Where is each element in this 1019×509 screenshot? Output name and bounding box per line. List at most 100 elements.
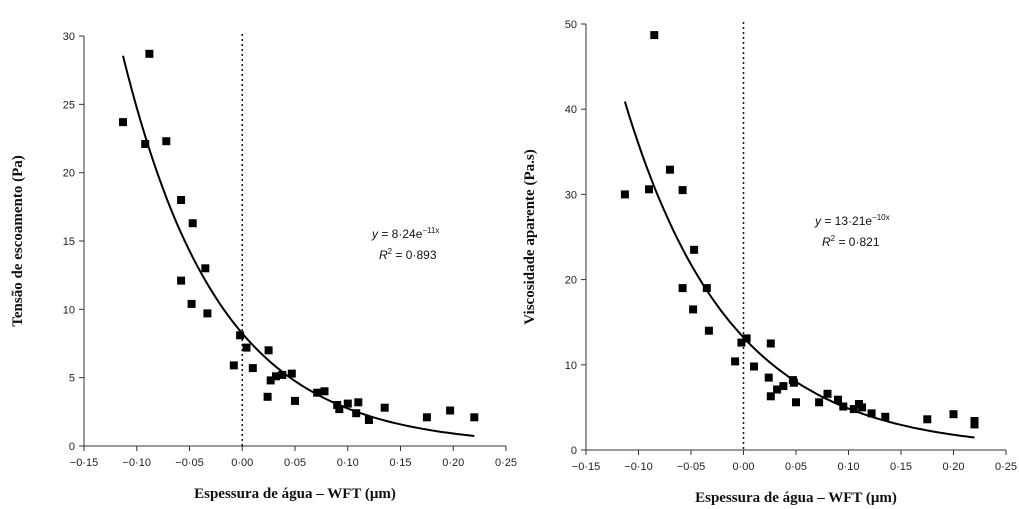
data-point bbox=[333, 401, 342, 409]
data-point bbox=[881, 412, 890, 421]
data-point bbox=[645, 185, 653, 194]
data-point bbox=[702, 284, 711, 293]
y-axis-label: Tensão de escoamento (Pa) bbox=[10, 155, 26, 327]
data-point bbox=[248, 364, 257, 373]
y-tick-label: 40 bbox=[565, 104, 577, 116]
fit-equation: y = 8·24e−11x bbox=[371, 226, 439, 241]
x-tick-label: −0·10 bbox=[123, 457, 151, 469]
data-point bbox=[422, 413, 431, 422]
data-point bbox=[278, 370, 287, 379]
data-point bbox=[266, 376, 275, 385]
x-axis-label: Espessura de água – WFT (μm) bbox=[695, 490, 897, 506]
data-point bbox=[678, 186, 687, 195]
data-point bbox=[242, 343, 251, 352]
data-point bbox=[313, 388, 322, 397]
y-tick-label: 5 bbox=[69, 373, 75, 385]
data-point bbox=[690, 245, 699, 254]
y-tick-label: 0 bbox=[69, 441, 75, 453]
data-point bbox=[380, 403, 389, 412]
data-point bbox=[145, 49, 154, 58]
data-point bbox=[792, 398, 800, 407]
x-tick-label: 0·05 bbox=[785, 461, 807, 473]
data-point bbox=[272, 372, 280, 381]
x-tick-label: 0·00 bbox=[231, 457, 253, 469]
data-point bbox=[335, 405, 344, 414]
data-point bbox=[779, 382, 788, 391]
r-squared-label: R2 = 0·821 bbox=[822, 234, 880, 249]
data-point bbox=[291, 396, 299, 405]
data-point bbox=[201, 264, 210, 273]
x-tick-label: 0·20 bbox=[942, 461, 964, 473]
data-point bbox=[949, 410, 958, 419]
data-point bbox=[867, 409, 876, 418]
x-tick-label: 0·10 bbox=[837, 461, 859, 473]
data-point bbox=[970, 420, 979, 429]
x-tick-label: 0·15 bbox=[389, 457, 411, 469]
data-point bbox=[704, 326, 713, 335]
data-point bbox=[320, 387, 329, 396]
data-point bbox=[364, 416, 373, 424]
data-point bbox=[737, 338, 746, 347]
data-point bbox=[789, 378, 798, 387]
data-point bbox=[162, 137, 171, 146]
x-tick-label: 0·20 bbox=[442, 457, 464, 469]
y-tick-label: 25 bbox=[63, 99, 75, 111]
data-point bbox=[177, 276, 186, 285]
x-tick-label: 0·10 bbox=[337, 457, 359, 469]
data-point bbox=[229, 361, 238, 370]
y-tick-label: 30 bbox=[63, 31, 75, 43]
data-point bbox=[203, 309, 212, 318]
data-point bbox=[354, 398, 363, 407]
y-tick-label: 20 bbox=[63, 168, 75, 180]
fit-equation: y = 13·21e−10x bbox=[814, 213, 890, 228]
data-point bbox=[650, 31, 659, 40]
x-tick-label: 0·25 bbox=[495, 457, 517, 469]
data-point bbox=[188, 219, 197, 228]
data-point bbox=[773, 385, 782, 394]
data-point bbox=[731, 357, 740, 366]
data-point bbox=[742, 334, 751, 343]
data-point bbox=[470, 413, 479, 422]
data-point bbox=[343, 399, 352, 408]
x-tick-label: 0·05 bbox=[284, 457, 306, 469]
y-axis-label: Viscosidade aparente (Pa.s) bbox=[522, 149, 538, 324]
data-point bbox=[678, 284, 687, 293]
x-tick-label: −0·05 bbox=[175, 457, 203, 469]
data-point bbox=[263, 392, 272, 401]
data-point bbox=[236, 331, 245, 340]
fit-curve bbox=[623, 101, 975, 439]
data-point bbox=[858, 403, 867, 412]
data-point bbox=[689, 305, 698, 314]
y-tick-label: 0 bbox=[571, 445, 577, 457]
y-tick-label: 30 bbox=[565, 189, 577, 201]
data-point bbox=[446, 406, 455, 415]
data-point bbox=[766, 339, 775, 348]
data-point bbox=[834, 395, 842, 404]
data-point bbox=[764, 373, 773, 382]
y-tick-label: 50 bbox=[565, 19, 577, 31]
x-tick-label: 0·25 bbox=[995, 461, 1017, 473]
data-point bbox=[923, 415, 932, 424]
x-tick-label: −0·15 bbox=[70, 457, 98, 469]
data-point bbox=[187, 299, 196, 308]
y-tick-label: 10 bbox=[565, 360, 577, 372]
fit-curve bbox=[122, 55, 475, 437]
y-tick-label: 10 bbox=[63, 304, 75, 316]
data-point bbox=[141, 140, 150, 148]
data-point bbox=[815, 398, 824, 407]
data-point bbox=[177, 196, 186, 204]
data-point bbox=[352, 409, 361, 418]
data-point bbox=[666, 165, 674, 174]
x-tick-label: 0·15 bbox=[890, 461, 912, 473]
data-point bbox=[839, 402, 848, 411]
data-point bbox=[750, 362, 758, 371]
y-tick-label: 15 bbox=[63, 236, 75, 248]
r-squared-label: R2 = 0·893 bbox=[379, 247, 437, 262]
data-point bbox=[287, 369, 296, 378]
data-point bbox=[766, 392, 775, 401]
x-tick-label: −0·10 bbox=[624, 461, 652, 473]
y-tick-label: 20 bbox=[565, 275, 577, 287]
data-point bbox=[620, 190, 629, 199]
